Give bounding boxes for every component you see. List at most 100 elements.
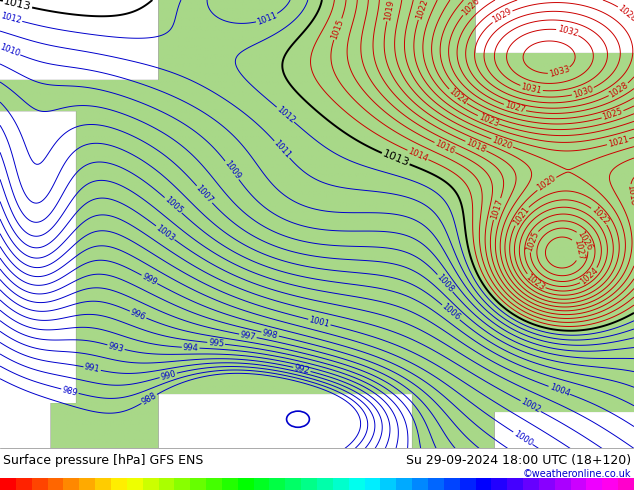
Text: 1023: 1023 xyxy=(524,272,547,292)
FancyBboxPatch shape xyxy=(396,478,412,490)
Text: 1001: 1001 xyxy=(308,315,331,329)
FancyBboxPatch shape xyxy=(285,478,301,490)
FancyBboxPatch shape xyxy=(16,478,32,490)
Text: 1003: 1003 xyxy=(154,223,176,243)
Text: 1019: 1019 xyxy=(383,0,395,21)
FancyBboxPatch shape xyxy=(555,478,571,490)
Text: 1025: 1025 xyxy=(601,107,624,122)
Text: 995: 995 xyxy=(208,338,224,348)
Text: 1020: 1020 xyxy=(491,135,514,151)
FancyBboxPatch shape xyxy=(444,478,460,490)
Text: 1028: 1028 xyxy=(616,3,634,24)
Text: 1029: 1029 xyxy=(491,7,514,25)
Text: 1021: 1021 xyxy=(511,205,531,227)
Text: 1027: 1027 xyxy=(503,101,526,115)
Text: 1018: 1018 xyxy=(625,184,634,207)
FancyBboxPatch shape xyxy=(174,478,190,490)
FancyBboxPatch shape xyxy=(333,478,349,490)
Text: Surface pressure [hPa] GFS ENS: Surface pressure [hPa] GFS ENS xyxy=(3,454,204,466)
FancyBboxPatch shape xyxy=(301,478,317,490)
FancyBboxPatch shape xyxy=(380,478,396,490)
FancyBboxPatch shape xyxy=(491,478,507,490)
Text: 1012: 1012 xyxy=(275,104,296,125)
Text: 1031: 1031 xyxy=(520,82,543,96)
Text: 1007: 1007 xyxy=(194,184,215,205)
Text: 1030: 1030 xyxy=(572,84,595,99)
FancyBboxPatch shape xyxy=(254,478,269,490)
Text: 1027: 1027 xyxy=(572,238,585,261)
Text: 993: 993 xyxy=(107,341,125,354)
FancyBboxPatch shape xyxy=(618,478,634,490)
FancyBboxPatch shape xyxy=(158,478,174,490)
FancyBboxPatch shape xyxy=(0,478,16,490)
FancyBboxPatch shape xyxy=(48,478,63,490)
Text: 992: 992 xyxy=(293,363,311,375)
Text: Su 29-09-2024 18:00 UTC (18+120): Su 29-09-2024 18:00 UTC (18+120) xyxy=(406,454,631,466)
FancyBboxPatch shape xyxy=(412,478,428,490)
Text: 1010: 1010 xyxy=(0,43,21,59)
Text: 1002: 1002 xyxy=(519,397,542,415)
FancyBboxPatch shape xyxy=(111,478,127,490)
Text: 1024: 1024 xyxy=(579,266,600,287)
FancyBboxPatch shape xyxy=(222,478,238,490)
FancyBboxPatch shape xyxy=(32,478,48,490)
Text: 1033: 1033 xyxy=(548,65,571,79)
Text: 1026: 1026 xyxy=(576,229,594,252)
FancyBboxPatch shape xyxy=(269,478,285,490)
FancyBboxPatch shape xyxy=(63,478,79,490)
Text: 1008: 1008 xyxy=(435,272,455,294)
Text: 1022: 1022 xyxy=(590,205,611,226)
FancyBboxPatch shape xyxy=(317,478,333,490)
Text: 1015: 1015 xyxy=(330,18,346,41)
FancyBboxPatch shape xyxy=(127,478,143,490)
Text: 1004: 1004 xyxy=(548,383,571,398)
Text: 1016: 1016 xyxy=(434,139,456,156)
FancyBboxPatch shape xyxy=(586,478,602,490)
FancyBboxPatch shape xyxy=(476,478,491,490)
Text: 990: 990 xyxy=(160,369,177,382)
FancyBboxPatch shape xyxy=(79,478,95,490)
Text: 1005: 1005 xyxy=(162,195,184,216)
Text: 1013: 1013 xyxy=(3,0,32,12)
Text: 998: 998 xyxy=(261,328,279,340)
Text: 1024: 1024 xyxy=(446,87,469,107)
Text: 1014: 1014 xyxy=(406,147,429,163)
Text: 1026: 1026 xyxy=(460,0,481,18)
Text: 988: 988 xyxy=(140,391,158,407)
FancyBboxPatch shape xyxy=(460,478,476,490)
Text: 1018: 1018 xyxy=(465,138,488,154)
Text: 994: 994 xyxy=(183,343,199,353)
FancyBboxPatch shape xyxy=(349,478,365,490)
Text: 997: 997 xyxy=(239,330,257,342)
Text: 1028: 1028 xyxy=(607,80,630,99)
Text: 1022: 1022 xyxy=(414,0,430,21)
FancyBboxPatch shape xyxy=(206,478,222,490)
Text: 1017: 1017 xyxy=(489,197,505,220)
Text: 1012: 1012 xyxy=(0,11,22,25)
Text: 991: 991 xyxy=(84,363,101,374)
FancyBboxPatch shape xyxy=(523,478,539,490)
FancyBboxPatch shape xyxy=(539,478,555,490)
Text: 1021: 1021 xyxy=(607,135,630,149)
Text: 996: 996 xyxy=(129,307,147,322)
Text: 989: 989 xyxy=(61,385,79,397)
FancyBboxPatch shape xyxy=(507,478,523,490)
Text: 1032: 1032 xyxy=(556,24,579,39)
FancyBboxPatch shape xyxy=(238,478,254,490)
Text: ©weatheronline.co.uk: ©weatheronline.co.uk xyxy=(522,469,631,479)
FancyBboxPatch shape xyxy=(190,478,206,490)
FancyBboxPatch shape xyxy=(602,478,618,490)
FancyBboxPatch shape xyxy=(95,478,111,490)
Text: 1006: 1006 xyxy=(440,302,462,322)
Text: 1011: 1011 xyxy=(271,139,292,160)
Text: 1009: 1009 xyxy=(222,159,242,181)
Text: 1000: 1000 xyxy=(512,429,534,448)
FancyBboxPatch shape xyxy=(428,478,444,490)
Text: 999: 999 xyxy=(140,271,158,287)
FancyBboxPatch shape xyxy=(143,478,158,490)
FancyBboxPatch shape xyxy=(365,478,380,490)
Text: 1025: 1025 xyxy=(524,230,540,252)
FancyBboxPatch shape xyxy=(571,478,586,490)
Text: 1020: 1020 xyxy=(535,174,558,193)
Text: 1013: 1013 xyxy=(381,149,410,169)
